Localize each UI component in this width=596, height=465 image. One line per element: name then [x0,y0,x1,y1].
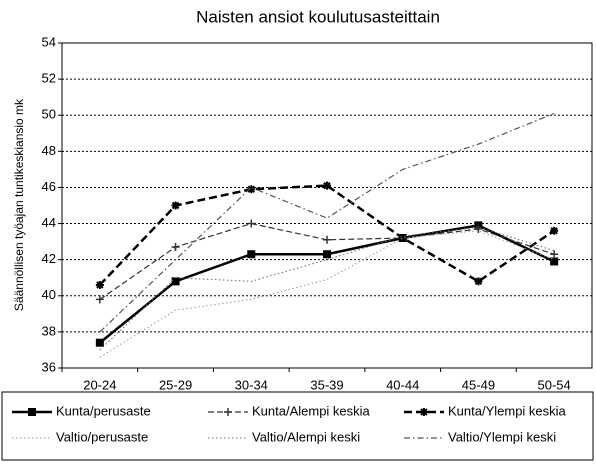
legend-label: Valtio/Ylempi keski [448,429,556,444]
marker [95,280,104,289]
marker [171,243,180,252]
marker [550,226,559,235]
marker [95,295,104,304]
y-axis-label: Säännöllisen työajan tuntikeskiansio mk [12,98,26,311]
chart-title: Naisten ansiot koulutusasteittain [196,7,440,26]
marker [247,219,256,228]
series-line [99,112,555,333]
x-tick-label: 50-54 [538,377,571,392]
marker [247,185,256,194]
marker [28,408,36,416]
marker [171,277,180,286]
legend-label: Valtio/Alempi keski [252,429,360,444]
x-tick-label: 25-29 [159,377,192,392]
plot-area [61,42,593,369]
marker [398,234,407,242]
y-tick-label: 42 [42,251,56,266]
marker [224,408,232,416]
y-tick-label: 52 [42,71,56,86]
x-tick-label: 40-44 [386,377,419,392]
marker [247,250,256,259]
marker [323,181,331,190]
legend-label: Valtio/perusaste [56,429,148,444]
x-tick-label: 35-39 [310,377,343,392]
series-line [99,230,555,358]
marker [420,408,428,416]
y-tick-label: 48 [42,143,56,158]
y-tick-label: 54 [42,34,56,49]
y-tick-label: 44 [42,215,56,230]
marker [550,257,559,266]
marker [95,338,104,347]
marker [474,277,483,286]
x-tick-label: 45-49 [462,377,495,392]
marker [474,224,483,233]
marker [550,250,559,259]
legend-label: Kunta/perusaste [56,403,151,418]
legend-label: Kunta/Ylempi keskia [448,403,567,418]
legend-box [1,391,594,461]
y-tick-label: 50 [42,107,56,122]
marker [323,235,331,244]
marker [171,201,180,210]
series-line [99,226,555,351]
marker [323,250,331,259]
x-tick-label: 20-24 [83,377,116,392]
x-tick-label: 30-34 [235,377,268,392]
y-tick-label: 46 [42,179,56,194]
series-line [98,184,555,286]
y-tick-label: 40 [42,287,56,302]
y-tick-label: 38 [42,323,56,338]
y-tick-label: 36 [42,359,56,374]
legend-label: Kunta/Alempi keskia [252,403,371,418]
